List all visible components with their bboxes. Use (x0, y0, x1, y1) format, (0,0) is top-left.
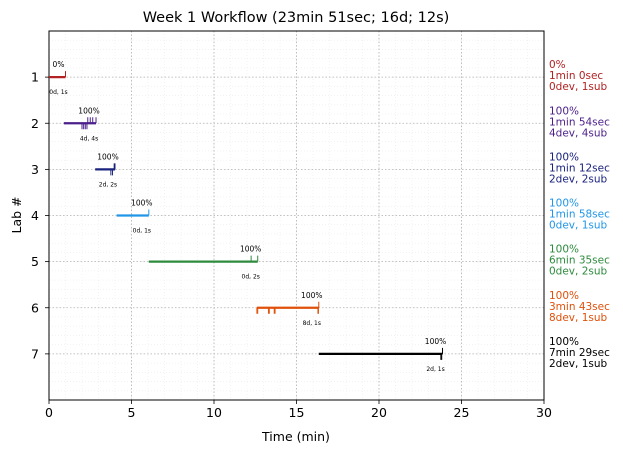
lab-bar-group: 100% 0d, 2s (148, 245, 261, 281)
right-annotation-line: 0dev, 1sub (549, 81, 608, 93)
right-annotation-line: 8dev, 1sub (549, 312, 608, 324)
right-annotation-line: 100% (549, 151, 579, 163)
dev-sub-label: 0d, 1s (133, 228, 151, 235)
percent-label: 0% (53, 60, 65, 69)
x-tick-label: 15 (289, 405, 305, 420)
right-annotation-line: 2dev, 2sub (549, 173, 608, 185)
y-tick-label: 1 (31, 70, 39, 85)
right-annotation-line: 100% (549, 105, 579, 117)
lab-bar-group: 0% 0d, 1s (49, 60, 68, 96)
lab-bar-group: 100% 2d, 2s (95, 152, 119, 188)
right-annotation-line: 100% (549, 198, 579, 210)
chart-title: Week 1 Workflow (23min 51sec; 16d; 12s) (143, 10, 450, 26)
x-axis: 0 5 10 15 20 25 30 (45, 400, 552, 420)
x-tick-label: 25 (454, 405, 470, 420)
right-annotation-line: 2dev, 1sub (549, 358, 608, 370)
right-annotation-line: 1min 12sec (549, 162, 610, 174)
lab-bar-group: 100% 2d, 1s (318, 337, 446, 373)
right-annotation-line: 1min 54sec (549, 116, 610, 128)
y-axis: 1 2 3 4 5 6 7 (31, 70, 49, 361)
dev-sub-label: 0d, 2s (242, 274, 260, 281)
right-annotation-line: 6min 35sec (549, 255, 610, 267)
percent-label: 100% (240, 245, 261, 254)
right-annotation-line: 1min 58sec (549, 209, 610, 221)
x-axis-label: Time (min) (261, 429, 330, 444)
dev-sub-label: 8d, 1s (303, 320, 321, 327)
percent-label: 100% (301, 291, 322, 300)
right-annotation-line: 7min 29sec (549, 347, 610, 359)
lab-bar-group: 100% 8d, 1s (256, 291, 323, 327)
right-annotation-line: 3min 43sec (549, 301, 610, 313)
lab-bar-group: 100% 0d, 1s (116, 199, 153, 235)
x-tick-label: 20 (371, 405, 387, 420)
percent-label: 100% (131, 199, 152, 208)
dev-sub-label: 2d, 2s (99, 181, 117, 188)
dev-sub-label: 4d, 4s (80, 135, 98, 142)
y-tick-label: 7 (31, 346, 39, 361)
right-annotation-line: 1min 0sec (549, 70, 603, 82)
y-axis-label: Lab # (9, 196, 24, 233)
lab-bar-group: 100% 4d, 4s (63, 106, 100, 142)
y-tick-label: 4 (31, 208, 39, 223)
dev-sub-label: 0d, 1s (49, 89, 67, 96)
y-tick-label: 3 (31, 162, 39, 177)
y-tick-label: 6 (31, 300, 39, 315)
right-annotation-line: 0dev, 2sub (549, 266, 608, 278)
x-tick-label: 5 (128, 405, 136, 420)
x-tick-label: 30 (536, 405, 552, 420)
percent-label: 100% (97, 152, 118, 161)
y-tick-label: 2 (31, 116, 39, 131)
right-annotation-line: 100% (549, 244, 579, 256)
percent-label: 100% (78, 106, 99, 115)
right-annotation-line: 100% (549, 336, 579, 348)
percent-label: 100% (425, 337, 446, 346)
x-tick-label: 0 (45, 405, 53, 420)
dev-sub-label: 2d, 1s (426, 366, 444, 373)
x-tick-label: 10 (206, 405, 222, 420)
right-annotation-line: 100% (549, 290, 579, 302)
y-tick-label: 5 (31, 254, 39, 269)
right-annotation-line: 0% (549, 59, 566, 71)
right-annotation-line: 4dev, 4sub (549, 127, 608, 139)
right-annotation-line: 0dev, 1sub (549, 220, 608, 232)
